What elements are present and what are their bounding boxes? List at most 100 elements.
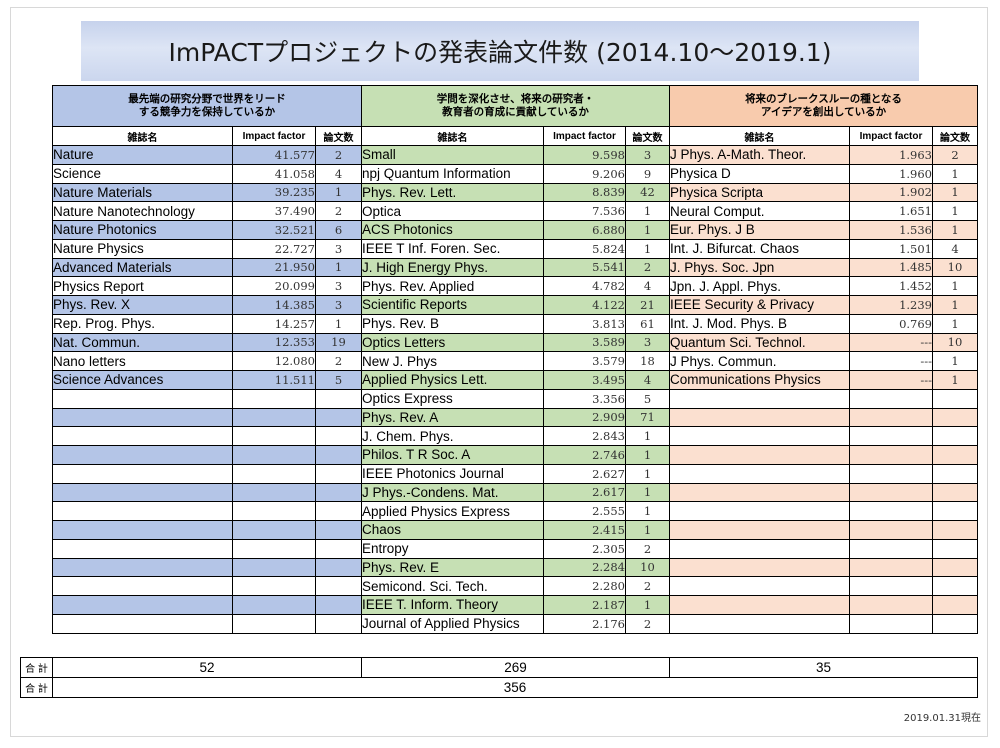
academic-paper-count: 1 [625,463,670,484]
breakthrough-paper-count: 1 [932,313,978,334]
breakthrough-paper-count [932,482,978,503]
academic-paper-count: 2 [625,576,670,596]
academic-journal-name: Phys. Rev. Lett. [361,182,544,203]
breakthrough-journal-name: J Phys. A-Math. Theor. [669,145,850,165]
frontier-journal-name: Nature Materials [52,182,233,203]
frontier-paper-count [315,557,362,578]
academic-paper-count: 1 [625,501,670,521]
academic-impact-factor: 3.495 [543,370,626,390]
academic-journal-name: Applied Physics Lett. [361,370,544,390]
table-row: Semicond. Sci. Tech. 2.280 2 [52,576,978,596]
academic-paper-count: 1 [625,220,670,240]
academic-impact-factor: 2.280 [543,576,626,596]
academic-paper-count: 2 [625,538,670,559]
col-header-impact: Impact factor [849,126,933,146]
academic-paper-count: 3 [625,145,670,165]
table-row: Phys. Rev. X 14.385 3 Scientific Reports 4.1… [52,295,978,315]
academic-impact-factor: 8.839 [543,182,626,203]
frontier-paper-count: 2 [315,201,362,221]
table-row: Nature Physics 22.727 3 IEEE T Inf. Foren. … [52,238,978,259]
breakthrough-paper-count [932,501,978,521]
table-row: Nature 41.577 2 Small 9.598 3 J Phys. A-Math. … [52,145,978,165]
grand-total-label: 合 計 [20,677,53,698]
page-title: ImPACTプロジェクトの発表論文件数 (2014.10～2019.1) [81,21,919,81]
academic-journal-name: Entropy [361,538,544,559]
frontier-impact-factor: 12.353 [232,332,316,353]
breakthrough-impact-factor: --- [849,332,933,353]
frontier-impact-factor: 22.727 [232,238,316,259]
breakthrough-journal-name: Int. J. Bifurcat. Chaos [669,238,850,259]
academic-journal-name: Phys. Rev. B [361,313,544,334]
academic-impact-factor: 3.579 [543,351,626,371]
breakthrough-paper-count: 1 [932,182,978,203]
academic-impact-factor: 3.356 [543,388,626,409]
frontier-paper-count: 3 [315,276,362,296]
breakthrough-paper-count: 10 [932,257,978,278]
breakthrough-impact-factor [849,463,933,484]
group-heading-breakthrough: 将来のブレークスルーの種となる アイデアを創出しているか [669,85,978,127]
breakthrough-journal-name: IEEE Security & Privacy [669,295,850,315]
academic-impact-factor: 2.284 [543,557,626,578]
table-row: Nature Photonics 32.521 6 ACS Photonics 6.88… [52,220,978,240]
academic-impact-factor: 2.415 [543,520,626,540]
frontier-impact-factor [232,576,316,596]
frontier-paper-count [315,538,362,559]
frontier-paper-count [315,463,362,484]
breakthrough-paper-count [932,520,978,540]
frontier-journal-name: Physics Report [52,276,233,296]
frontier-impact-factor [232,407,316,428]
frontier-impact-factor: 37.490 [232,201,316,221]
breakthrough-impact-factor: 1.960 [849,163,933,184]
group-heading-frontier: 最先端の研究分野で世界をリード する競争力を保持しているか [52,85,362,127]
frontier-impact-factor [232,482,316,503]
academic-paper-count: 42 [625,182,670,203]
academic-journal-name: Optics Express [361,388,544,409]
frontier-journal-name [52,388,233,409]
breakthrough-journal-name [669,557,850,578]
breakthrough-impact-factor: 1.902 [849,182,933,203]
breakthrough-paper-count: 10 [932,332,978,353]
frontier-journal-name: Nature Nanotechnology [52,201,233,221]
breakthrough-paper-count [932,613,978,634]
table-row: Optics Express 3.356 5 [52,388,978,409]
frontier-journal-name [52,501,233,521]
frontier-journal-name [52,407,233,428]
frontier-paper-count [315,426,362,446]
academic-paper-count: 2 [625,613,670,634]
breakthrough-paper-count [932,426,978,446]
frontier-paper-count: 1 [315,257,362,278]
breakthrough-impact-factor [849,426,933,446]
table-row: Applied Physics Express 2.555 1 [52,501,978,521]
breakthrough-impact-factor: --- [849,370,933,390]
frontier-journal-name [52,538,233,559]
breakthrough-journal-name: Communications Physics [669,370,850,390]
academic-paper-count: 4 [625,276,670,296]
breakthrough-impact-factor [849,538,933,559]
frontier-journal-name: Science Advances [52,370,233,390]
academic-impact-factor: 7.536 [543,201,626,221]
frontier-journal-name [52,445,233,465]
table-row: Nano letters 12.080 2 New J. Phys 3.579 18 J P… [52,351,978,371]
frontier-journal-name [52,576,233,596]
table-row: Entropy 2.305 2 [52,538,978,559]
frontier-impact-factor [232,388,316,409]
breakthrough-journal-name: J Phys. Commun. [669,351,850,371]
col-header-journal: 雑誌名 [669,126,850,146]
frontier-journal-name: Advanced Materials [52,257,233,278]
table-row: J Phys.-Condens. Mat. 2.617 1 [52,482,978,503]
breakthrough-journal-name [669,501,850,521]
breakthrough-journal-name [669,538,850,559]
frontier-journal-name: Nature [52,145,233,165]
breakthrough-journal-name [669,613,850,634]
frontier-journal-name: Nature Physics [52,238,233,259]
breakthrough-impact-factor [849,520,933,540]
breakthrough-journal-name [669,595,850,615]
frontier-paper-count: 6 [315,220,362,240]
breakthrough-paper-count [932,538,978,559]
breakthrough-journal-name [669,463,850,484]
breakthrough-journal-name: Neural Comput. [669,201,850,221]
subtotal-academic: 269 [361,657,670,678]
frontier-journal-name [52,613,233,634]
breakthrough-impact-factor: 1.501 [849,238,933,259]
breakthrough-impact-factor: 1.963 [849,145,933,165]
